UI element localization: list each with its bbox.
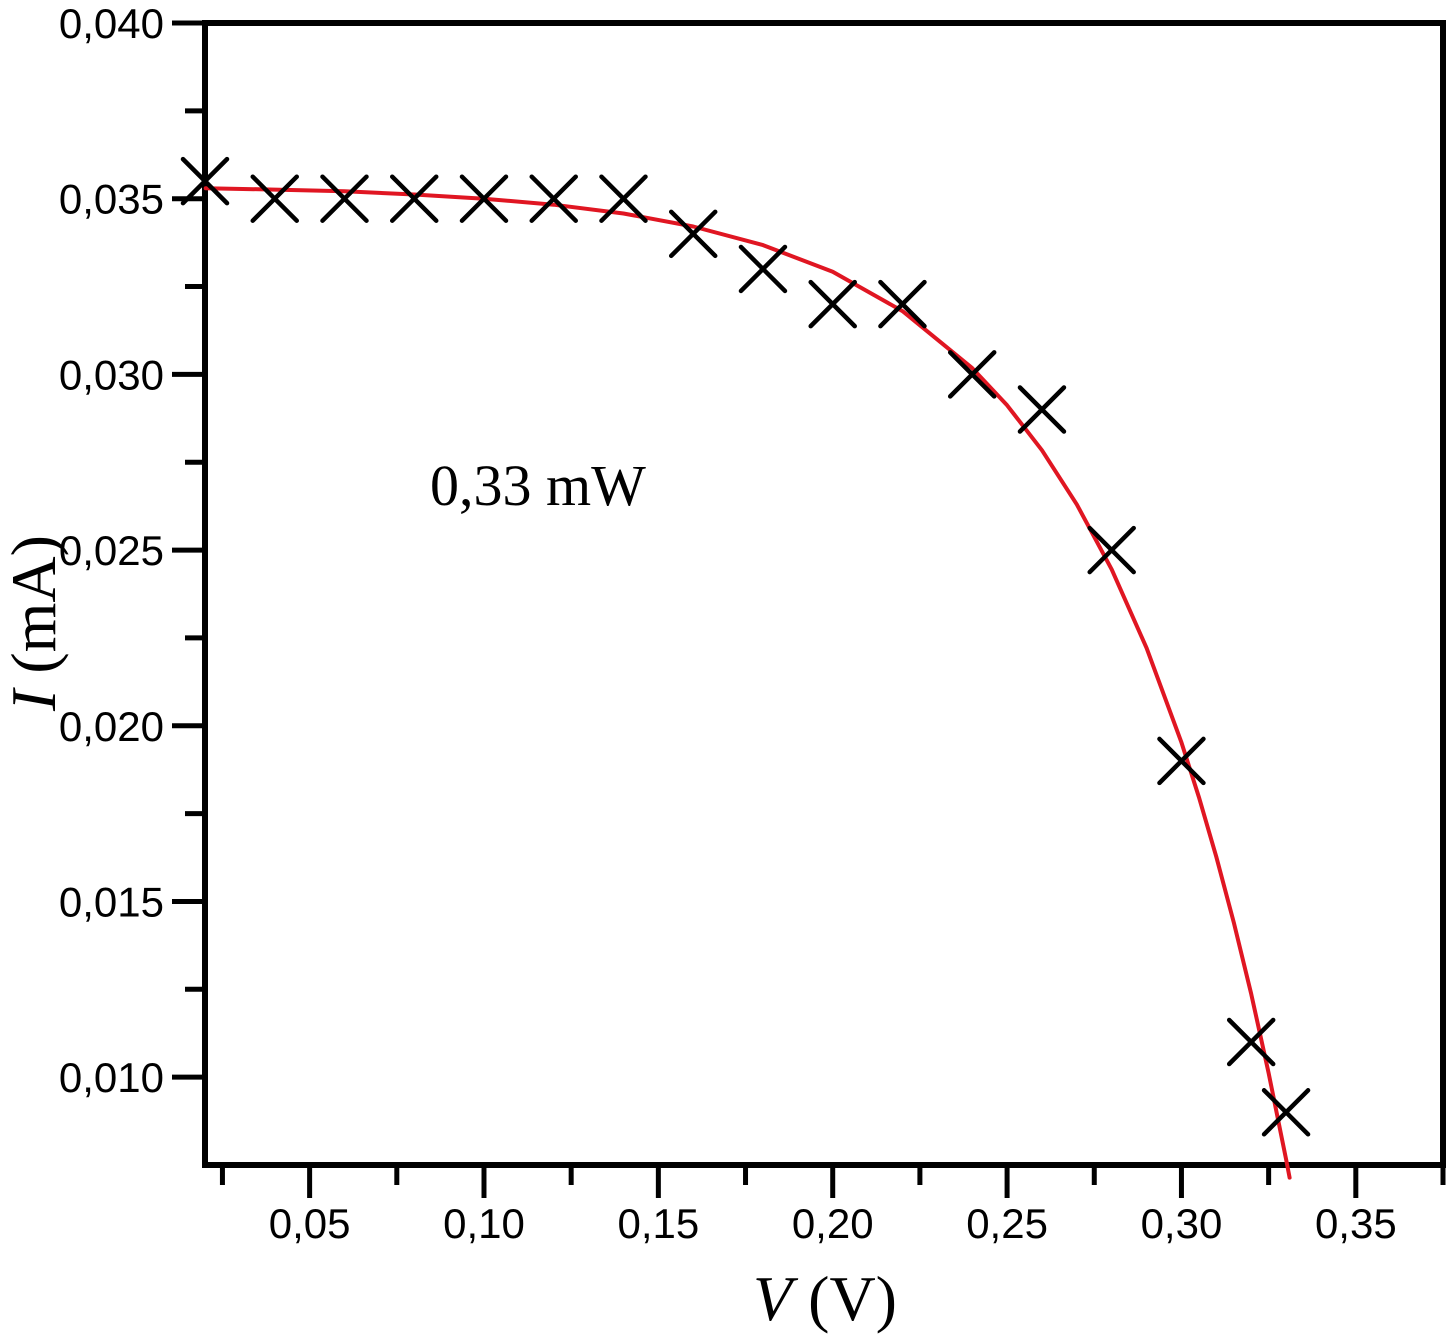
y-axis-unit: (mA) xyxy=(0,535,69,674)
data-point-marker xyxy=(250,174,299,223)
data-point-marker xyxy=(1226,1017,1276,1067)
x-axis-symbol: V xyxy=(753,1263,793,1334)
x-axis-tick-label: 0,35 xyxy=(1315,1200,1397,1247)
x-axis-unit: (V) xyxy=(808,1263,897,1334)
data-point-marker xyxy=(320,174,369,223)
x-axis-tick-label: 0,15 xyxy=(617,1200,699,1247)
data-point-marker xyxy=(1261,1088,1311,1137)
x-axis-tick-label: 0,20 xyxy=(792,1200,874,1247)
y-axis-symbol: I xyxy=(0,689,69,711)
data-point-marker xyxy=(180,156,230,206)
y-axis-tick-label: 0,020 xyxy=(59,703,164,750)
data-point-marker xyxy=(668,209,718,259)
data-point-marker xyxy=(1157,736,1206,786)
data-point-marker xyxy=(878,279,927,329)
fit-curve-line xyxy=(203,186,1292,1180)
y-axis-tick-label: 0,025 xyxy=(59,527,164,574)
y-axis-tick-label: 0,035 xyxy=(59,176,164,223)
data-point-marker xyxy=(947,350,997,399)
data-point-marker xyxy=(1017,385,1067,434)
y-axis-tick-label: 0,040 xyxy=(59,0,164,47)
plot-border xyxy=(202,20,1446,1168)
data-point-marker xyxy=(459,174,509,223)
y-axis-tick-label: 0,015 xyxy=(59,878,164,925)
data-point-marker xyxy=(599,174,648,223)
y-axis-tick-label: 0,010 xyxy=(59,1054,164,1101)
data-point-marker xyxy=(1087,525,1136,575)
data-point-marker xyxy=(389,174,439,223)
data-point-marker xyxy=(808,279,857,329)
data-point-marker xyxy=(529,174,578,223)
data-point-marker xyxy=(738,244,788,294)
y-axis-tick-label: 0,030 xyxy=(59,351,164,398)
x-axis-tick-label: 0,30 xyxy=(1141,1200,1223,1247)
x-axis-tick-label: 0,10 xyxy=(443,1200,525,1247)
power-annotation: 0,33 mW xyxy=(430,453,646,518)
x-axis-tick-label: 0,05 xyxy=(269,1200,351,1247)
y-axis-title: I (mA) xyxy=(0,473,69,773)
x-axis-tick-label: 0,25 xyxy=(966,1200,1048,1247)
x-axis-title: V (V) xyxy=(705,1262,945,1336)
